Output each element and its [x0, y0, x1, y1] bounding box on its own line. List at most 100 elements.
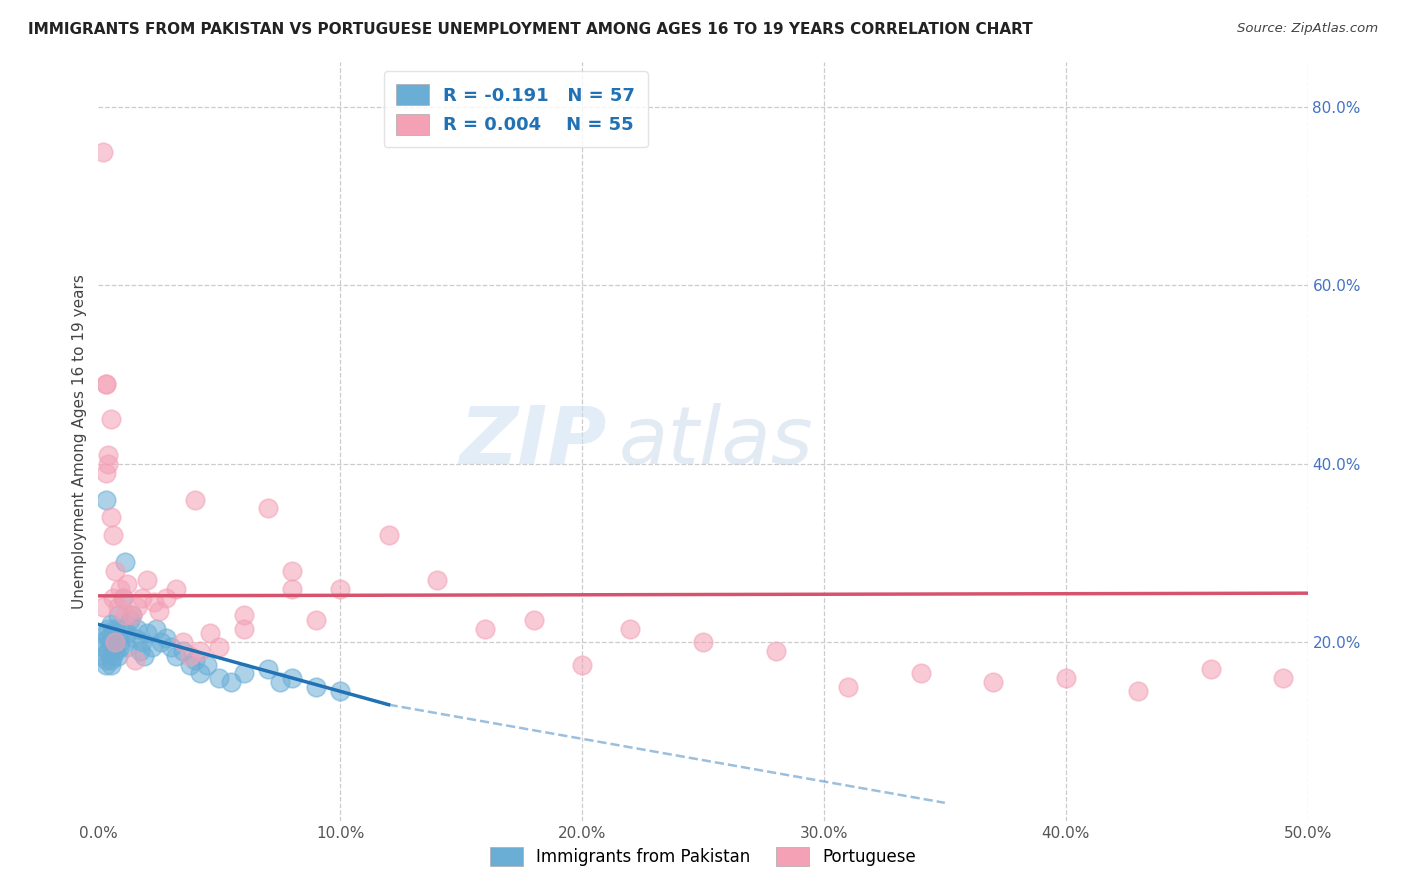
Point — [377, 528, 399, 542]
Point — [100, 653, 122, 667]
Point — [90, 635, 112, 649]
Point — [134, 648, 156, 663]
Point — [208, 640, 231, 654]
Point — [104, 564, 127, 578]
Point — [305, 613, 328, 627]
Point — [198, 626, 221, 640]
Legend: Immigrants from Pakistan, Portuguese: Immigrants from Pakistan, Portuguese — [481, 838, 925, 875]
Point — [474, 622, 496, 636]
Point — [148, 604, 170, 618]
Point — [107, 608, 129, 623]
Point — [1199, 662, 1222, 676]
Point — [117, 577, 139, 591]
Point — [121, 608, 143, 623]
Point — [179, 657, 201, 672]
Point — [94, 376, 117, 391]
Point — [208, 671, 231, 685]
Point — [111, 591, 134, 605]
Point — [426, 573, 449, 587]
Point — [329, 582, 352, 596]
Point — [172, 635, 194, 649]
Point — [281, 582, 304, 596]
Point — [155, 631, 177, 645]
Point — [150, 635, 173, 649]
Point — [184, 492, 207, 507]
Point — [97, 622, 120, 636]
Point — [108, 640, 131, 654]
Point — [100, 510, 122, 524]
Point — [114, 555, 136, 569]
Point — [692, 635, 714, 649]
Point — [124, 631, 146, 645]
Point — [108, 635, 131, 649]
Point — [305, 680, 328, 694]
Point — [145, 622, 167, 636]
Point — [232, 666, 254, 681]
Point — [91, 145, 114, 159]
Point — [97, 631, 120, 645]
Point — [329, 684, 352, 698]
Point — [172, 644, 194, 658]
Point — [619, 622, 641, 636]
Point — [131, 591, 153, 605]
Point — [269, 675, 291, 690]
Point — [188, 644, 211, 658]
Text: ZIP: ZIP — [458, 402, 606, 481]
Point — [94, 466, 117, 480]
Text: Source: ZipAtlas.com: Source: ZipAtlas.com — [1237, 22, 1378, 36]
Point — [523, 613, 546, 627]
Point — [100, 657, 122, 672]
Point — [131, 635, 153, 649]
Text: IMMIGRANTS FROM PAKISTAN VS PORTUGUESE UNEMPLOYMENT AMONG AGES 16 TO 19 YEARS CO: IMMIGRANTS FROM PAKISTAN VS PORTUGUESE U… — [28, 22, 1033, 37]
Point — [910, 666, 932, 681]
Point — [91, 648, 114, 663]
Point — [104, 635, 127, 649]
Point — [101, 648, 124, 663]
Point — [94, 626, 117, 640]
Point — [118, 613, 141, 627]
Point — [100, 412, 122, 426]
Point — [97, 457, 120, 471]
Point — [1128, 684, 1150, 698]
Point — [101, 591, 124, 605]
Point — [127, 599, 149, 614]
Point — [127, 622, 149, 636]
Legend: R = -0.191   N = 57, R = 0.004    N = 55: R = -0.191 N = 57, R = 0.004 N = 55 — [384, 71, 648, 147]
Point — [165, 648, 187, 663]
Point — [188, 666, 211, 681]
Point — [184, 653, 207, 667]
Point — [117, 640, 139, 654]
Point — [94, 653, 117, 667]
Point — [94, 657, 117, 672]
Point — [281, 564, 304, 578]
Point — [104, 622, 127, 636]
Point — [128, 644, 150, 658]
Point — [104, 635, 127, 649]
Point — [107, 631, 129, 645]
Point — [114, 608, 136, 623]
Point — [571, 657, 593, 672]
Point — [108, 582, 131, 596]
Point — [165, 582, 187, 596]
Point — [100, 635, 122, 649]
Point — [155, 591, 177, 605]
Point — [104, 644, 127, 658]
Point — [221, 675, 243, 690]
Point — [281, 671, 304, 685]
Point — [91, 599, 114, 614]
Point — [143, 595, 166, 609]
Point — [195, 657, 218, 672]
Point — [97, 644, 120, 658]
Point — [256, 501, 278, 516]
Point — [232, 608, 254, 623]
Point — [232, 622, 254, 636]
Point — [94, 492, 117, 507]
Text: atlas: atlas — [619, 402, 813, 481]
Point — [256, 662, 278, 676]
Point — [160, 640, 183, 654]
Point — [117, 626, 139, 640]
Point — [101, 528, 124, 542]
Point — [1272, 671, 1295, 685]
Point — [121, 608, 143, 623]
Point — [107, 648, 129, 663]
